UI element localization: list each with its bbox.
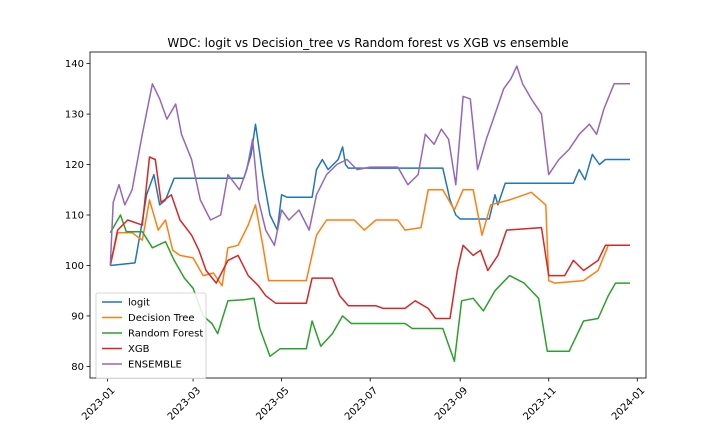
legend-label: XGB bbox=[128, 344, 150, 355]
legend-label: logit bbox=[128, 298, 150, 309]
legend-label: Decision Tree bbox=[128, 313, 195, 324]
y-tick-label: 80 bbox=[71, 362, 84, 373]
y-axis: 80 90 100 110 120 130 140 bbox=[65, 59, 90, 373]
series-line-ensemble bbox=[109, 65, 630, 266]
y-tick-label: 140 bbox=[65, 59, 84, 70]
legend: logit Decision Tree Random Forest XGB ENSEMB… bbox=[95, 292, 207, 379]
y-tick-label: 90 bbox=[71, 311, 84, 322]
series-layer bbox=[109, 65, 630, 363]
y-tick-label: 100 bbox=[65, 261, 84, 272]
series-line-logit bbox=[110, 123, 630, 267]
legend-label: Random Forest bbox=[128, 329, 203, 340]
y-tick-label: 110 bbox=[65, 211, 84, 222]
legend-label: ENSEMBLE bbox=[128, 360, 182, 371]
series-line-decision-tree bbox=[109, 189, 630, 287]
series-line-xgb bbox=[109, 156, 630, 320]
y-tick-label: 120 bbox=[65, 160, 84, 171]
chart-title: WDC: logit vs Decision_tree vs Random fo… bbox=[167, 36, 568, 50]
y-tick-label: 130 bbox=[65, 110, 84, 121]
legend-box bbox=[95, 292, 207, 379]
series-line-random-forest bbox=[109, 214, 630, 363]
